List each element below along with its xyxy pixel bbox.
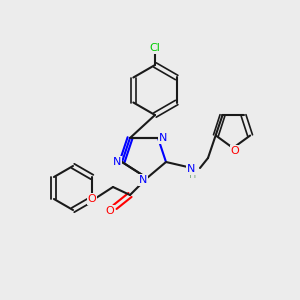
Text: N: N <box>139 175 147 185</box>
Text: N: N <box>139 175 147 185</box>
Text: N: N <box>113 157 121 167</box>
Text: N: N <box>187 164 195 174</box>
Text: N: N <box>159 133 167 143</box>
Text: N: N <box>187 164 195 174</box>
Text: O: O <box>231 146 239 156</box>
Text: O: O <box>231 146 239 156</box>
Text: Cl: Cl <box>150 43 160 53</box>
Text: Cl: Cl <box>150 43 160 53</box>
Text: H: H <box>189 170 197 180</box>
Text: O: O <box>106 206 114 216</box>
Text: N: N <box>159 133 167 143</box>
Text: O: O <box>106 206 114 216</box>
Text: H: H <box>189 170 197 180</box>
Text: O: O <box>88 194 96 204</box>
Text: N: N <box>113 157 121 167</box>
Text: O: O <box>88 194 96 204</box>
